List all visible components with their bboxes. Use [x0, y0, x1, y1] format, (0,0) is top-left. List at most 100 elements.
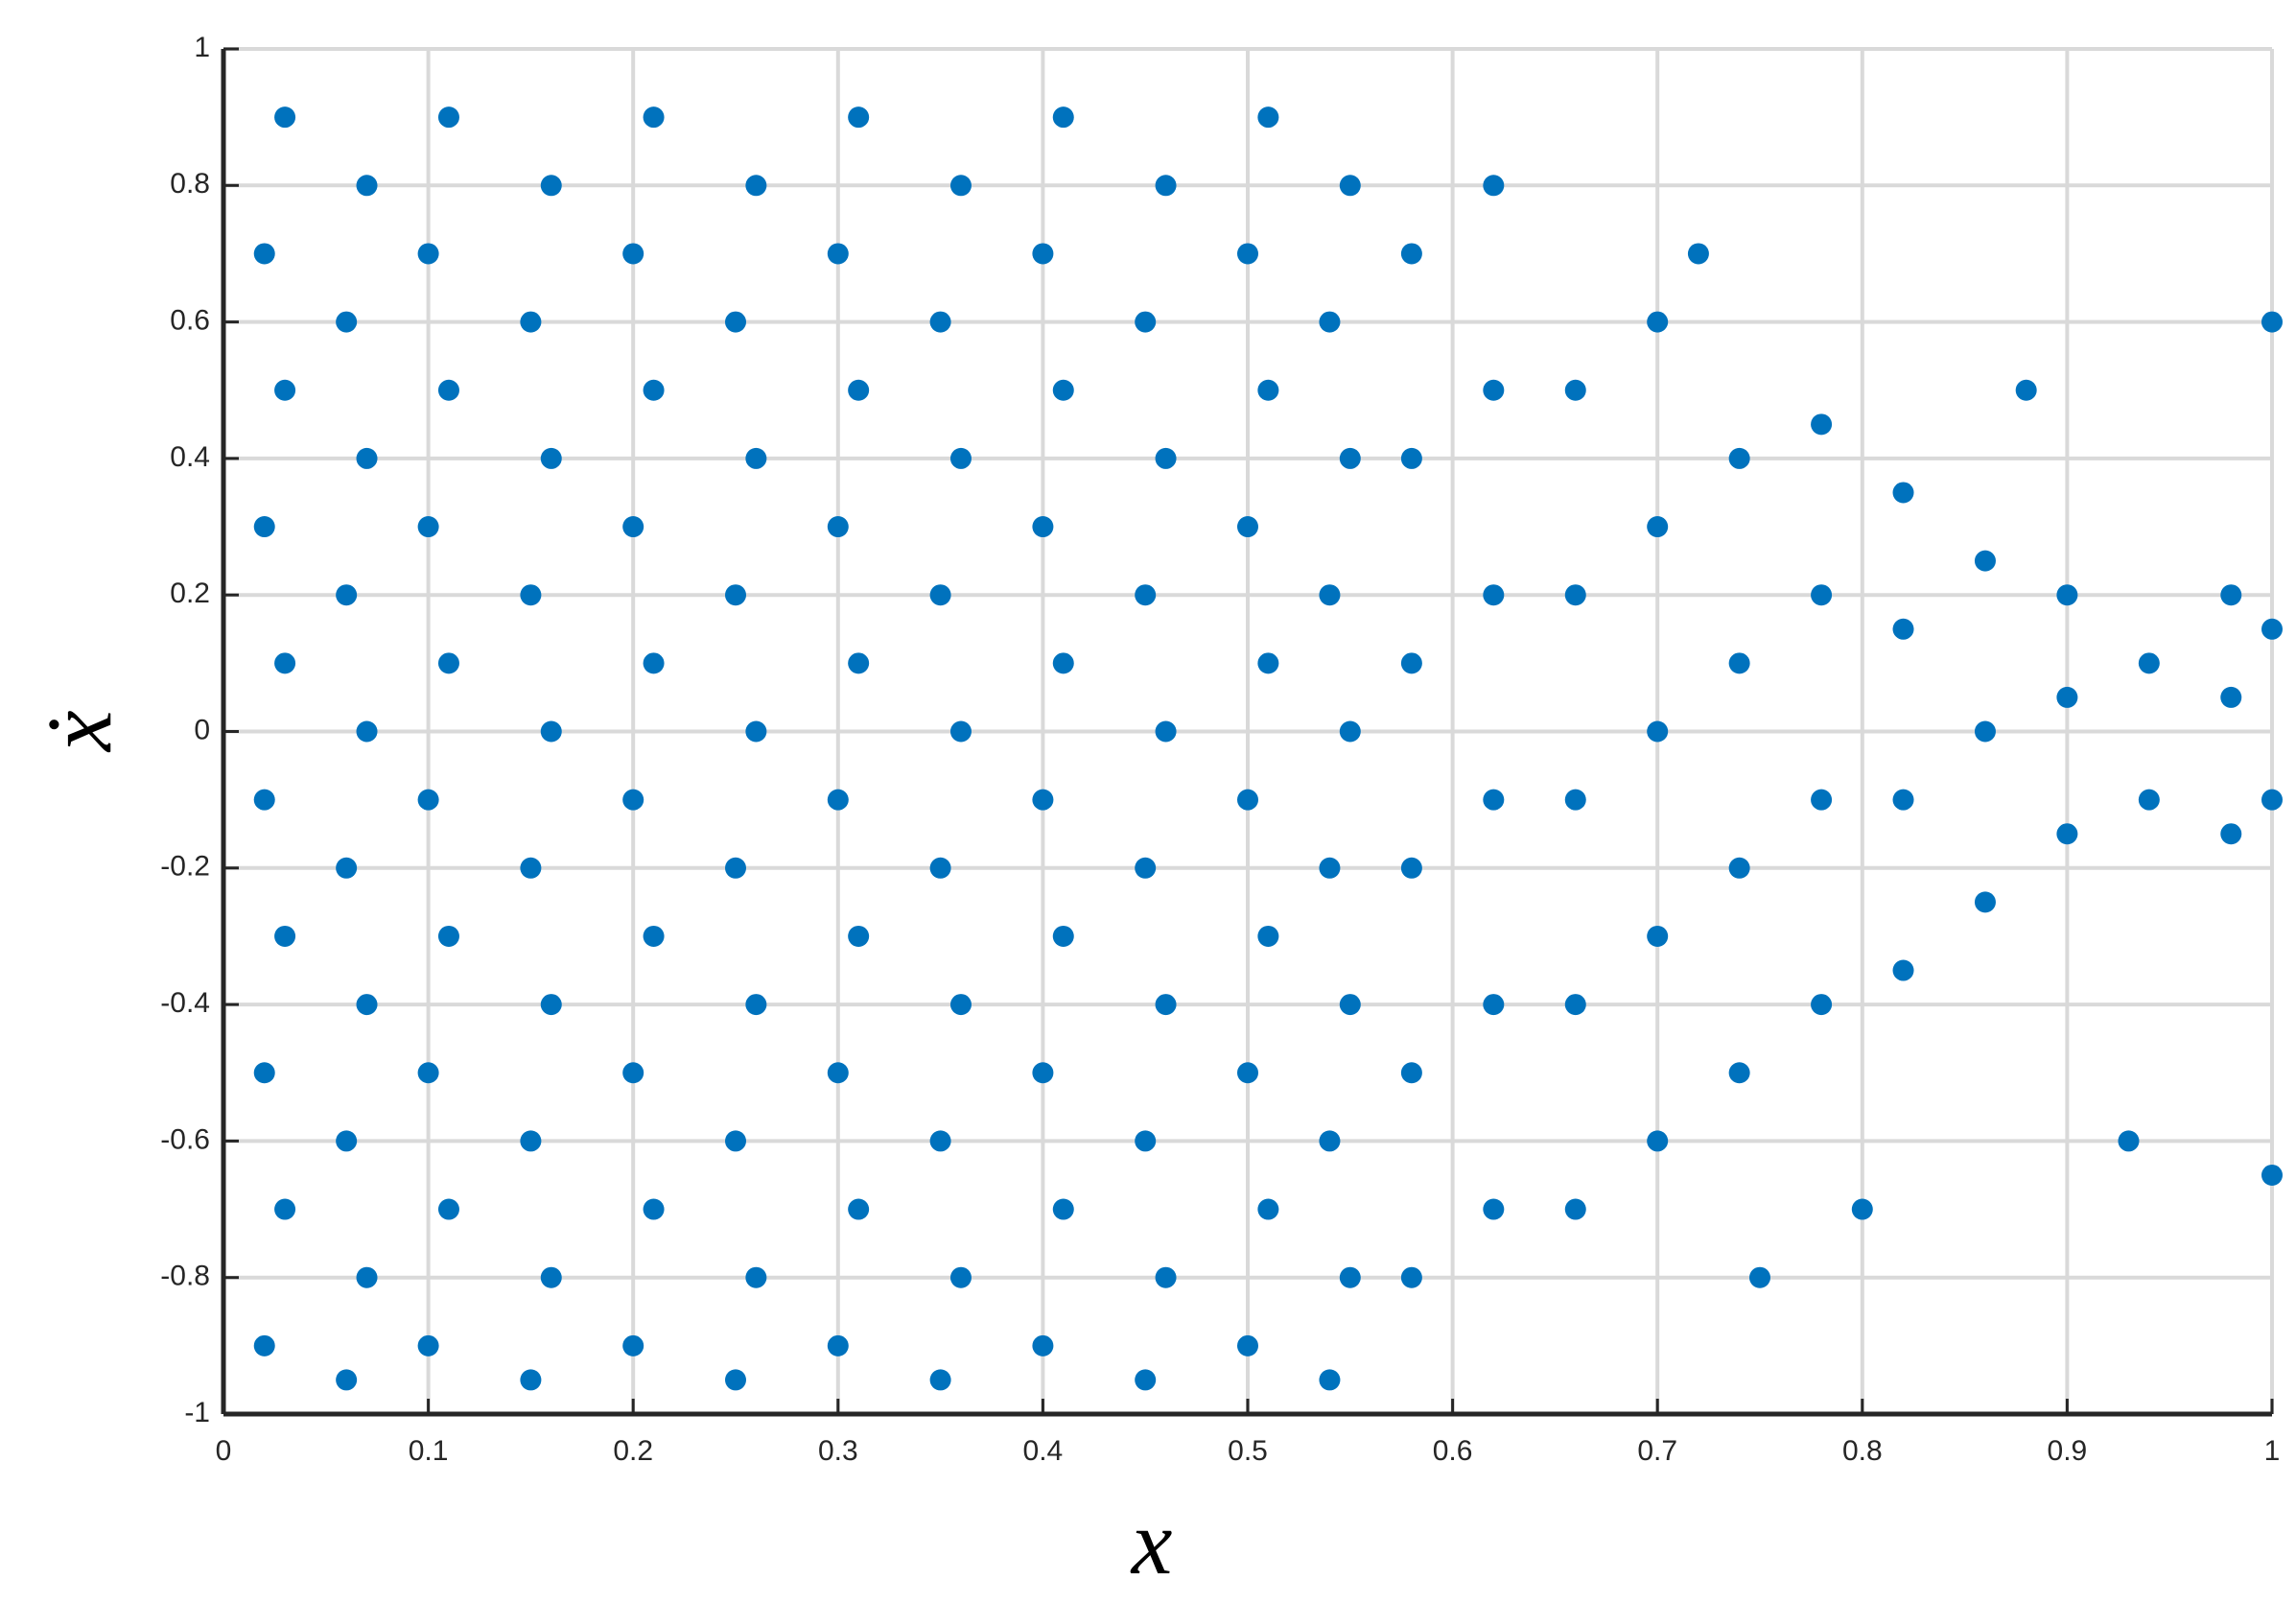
- point: [1400, 652, 1422, 674]
- point: [336, 857, 358, 879]
- point: [1237, 789, 1258, 811]
- point: [1155, 720, 1177, 743]
- point: [2138, 652, 2160, 674]
- x-axis-label: x: [1130, 1491, 1173, 1593]
- point: [1728, 447, 1750, 469]
- point: [827, 1334, 849, 1356]
- point: [540, 447, 562, 469]
- point: [1400, 857, 1422, 879]
- point: [520, 857, 542, 879]
- y-tick-label: -0.2: [160, 851, 210, 883]
- x-tick-label: 0.8: [1842, 1435, 1883, 1467]
- point: [1483, 379, 1505, 401]
- point: [540, 994, 562, 1016]
- point: [949, 175, 972, 197]
- x-tick-label: 0.1: [409, 1435, 449, 1467]
- point: [1483, 789, 1505, 811]
- point: [356, 720, 378, 743]
- point: [1400, 447, 1422, 469]
- point: [1749, 1266, 1770, 1288]
- point: [2056, 823, 2078, 845]
- y-tick-label: -1: [184, 1397, 210, 1428]
- y-tick-label: 0.8: [170, 168, 210, 200]
- point: [336, 311, 358, 333]
- point: [1257, 652, 1279, 674]
- point: [437, 652, 459, 674]
- point: [2220, 823, 2242, 845]
- point: [949, 994, 972, 1016]
- point: [725, 311, 746, 333]
- y-axis-label: ẋ: [28, 710, 130, 752]
- point: [1155, 175, 1177, 197]
- point: [336, 1130, 358, 1152]
- point: [1052, 652, 1074, 674]
- point: [929, 857, 951, 879]
- point: [745, 1266, 767, 1288]
- point: [1339, 994, 1361, 1016]
- point: [1155, 447, 1177, 469]
- point: [848, 1198, 870, 1220]
- y-tick-label: 0.6: [170, 305, 210, 337]
- point: [1974, 550, 1996, 572]
- x-tick-label: 1: [2264, 1435, 2281, 1467]
- point: [1135, 584, 1157, 606]
- point: [253, 789, 275, 811]
- point: [1257, 1198, 1279, 1220]
- point: [1892, 959, 1914, 981]
- point: [1564, 994, 1586, 1016]
- point: [1728, 652, 1750, 674]
- point: [1135, 1130, 1157, 1152]
- point: [417, 1334, 439, 1356]
- point: [1052, 1198, 1074, 1220]
- point: [356, 1266, 378, 1288]
- point: [274, 652, 296, 674]
- point: [1052, 379, 1074, 401]
- point: [949, 720, 972, 743]
- point: [1687, 243, 1709, 265]
- point: [356, 994, 378, 1016]
- point: [1892, 482, 1914, 504]
- point: [1339, 447, 1361, 469]
- point: [1400, 243, 1422, 265]
- point: [1564, 584, 1586, 606]
- point: [643, 1198, 665, 1220]
- x-tick-label: 0.6: [1433, 1435, 1473, 1467]
- point: [1032, 1062, 1054, 1084]
- point: [1564, 789, 1586, 811]
- point: [1237, 243, 1258, 265]
- point: [1257, 106, 1279, 129]
- point: [622, 516, 644, 538]
- point: [643, 925, 665, 947]
- point: [2118, 1130, 2140, 1152]
- point: [540, 720, 562, 743]
- x-tick-label: 0.9: [2048, 1435, 2088, 1467]
- y-tick-label: 0.4: [170, 441, 210, 473]
- point: [1032, 516, 1054, 538]
- point: [1974, 891, 1996, 913]
- point: [274, 106, 296, 129]
- point: [1811, 584, 1833, 606]
- point: [1032, 789, 1054, 811]
- point: [1483, 175, 1505, 197]
- point: [848, 652, 870, 674]
- point: [1257, 925, 1279, 947]
- point: [417, 243, 439, 265]
- x-tick-label: 0: [216, 1435, 232, 1467]
- point: [356, 175, 378, 197]
- point: [1400, 1266, 1422, 1288]
- point: [745, 447, 767, 469]
- point: [1647, 516, 1669, 538]
- y-tick-label: 1: [194, 32, 210, 63]
- point: [1892, 618, 1914, 640]
- axes: 0 0.1 0.2 0.3 0.4 0.5 0.6 0.7 0.8 0.9 1 -1 -0.8 -0.6 -…: [160, 32, 2280, 1467]
- point: [437, 925, 459, 947]
- point: [1319, 1369, 1341, 1391]
- point: [1032, 1334, 1054, 1356]
- point: [1339, 175, 1361, 197]
- point: [1564, 1198, 1586, 1220]
- point: [725, 1130, 746, 1152]
- point: [437, 106, 459, 129]
- point: [827, 516, 849, 538]
- point: [1155, 994, 1177, 1016]
- point: [1135, 857, 1157, 879]
